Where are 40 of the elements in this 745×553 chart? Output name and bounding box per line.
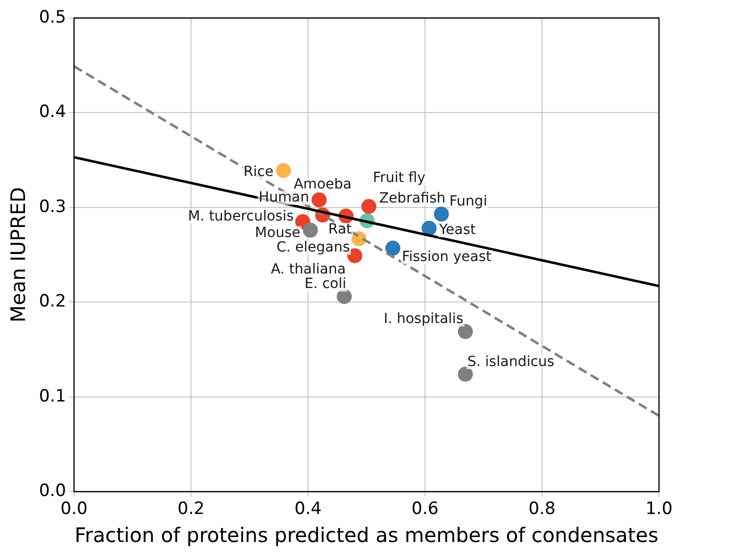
x-tick-label: 0.2 bbox=[178, 499, 205, 520]
annotation: Rice bbox=[244, 164, 274, 180]
point bbox=[276, 163, 291, 178]
annotation: Fruit fly bbox=[372, 170, 426, 186]
point bbox=[434, 206, 449, 222]
annotation: M. tuberculosis bbox=[188, 208, 294, 224]
annotation: E. coli bbox=[304, 276, 346, 292]
x-axis-title: Fraction of proteins predicted as members of condensates bbox=[74, 523, 658, 548]
y-tick-label: 0.1 bbox=[38, 386, 66, 406]
point bbox=[336, 288, 352, 304]
y-tick-label: 0.4 bbox=[38, 102, 66, 122]
annotation: S. islandicus bbox=[467, 354, 554, 370]
point bbox=[458, 324, 473, 340]
x-tick-label: 0.8 bbox=[528, 499, 556, 520]
y-axis-title: Mean IUPRED bbox=[6, 187, 30, 322]
y-tick-label: 0.2 bbox=[38, 292, 66, 312]
y-tick-label: 0.5 bbox=[38, 7, 66, 28]
annotation: Human bbox=[258, 190, 310, 206]
x-tick-label: 0.0 bbox=[60, 499, 88, 520]
x-tick-label: 1.0 bbox=[645, 499, 673, 520]
point bbox=[302, 222, 318, 238]
annotation: Yeast bbox=[438, 222, 476, 238]
point bbox=[422, 220, 437, 236]
annotation: C. elegans bbox=[276, 239, 350, 256]
annotation: A. thaliana bbox=[270, 261, 346, 278]
point bbox=[458, 366, 473, 382]
annotation: Amoeba bbox=[294, 176, 352, 193]
point bbox=[361, 198, 376, 214]
y-tick-label: 0.3 bbox=[38, 196, 66, 217]
annotation: Zebrafish bbox=[379, 190, 446, 206]
annotation: Fungi bbox=[449, 194, 488, 210]
y-tick-label: 0.0 bbox=[38, 481, 66, 502]
point bbox=[312, 192, 327, 208]
annotation: Mouse bbox=[254, 224, 300, 241]
annotation: Rat bbox=[328, 222, 352, 238]
annotation: Fission yeast bbox=[402, 248, 492, 265]
annotation: I. hospitalis bbox=[384, 311, 464, 328]
x-tick-label: 0.4 bbox=[294, 499, 322, 520]
point bbox=[385, 240, 400, 256]
x-tick-label: 0.6 bbox=[411, 499, 439, 520]
